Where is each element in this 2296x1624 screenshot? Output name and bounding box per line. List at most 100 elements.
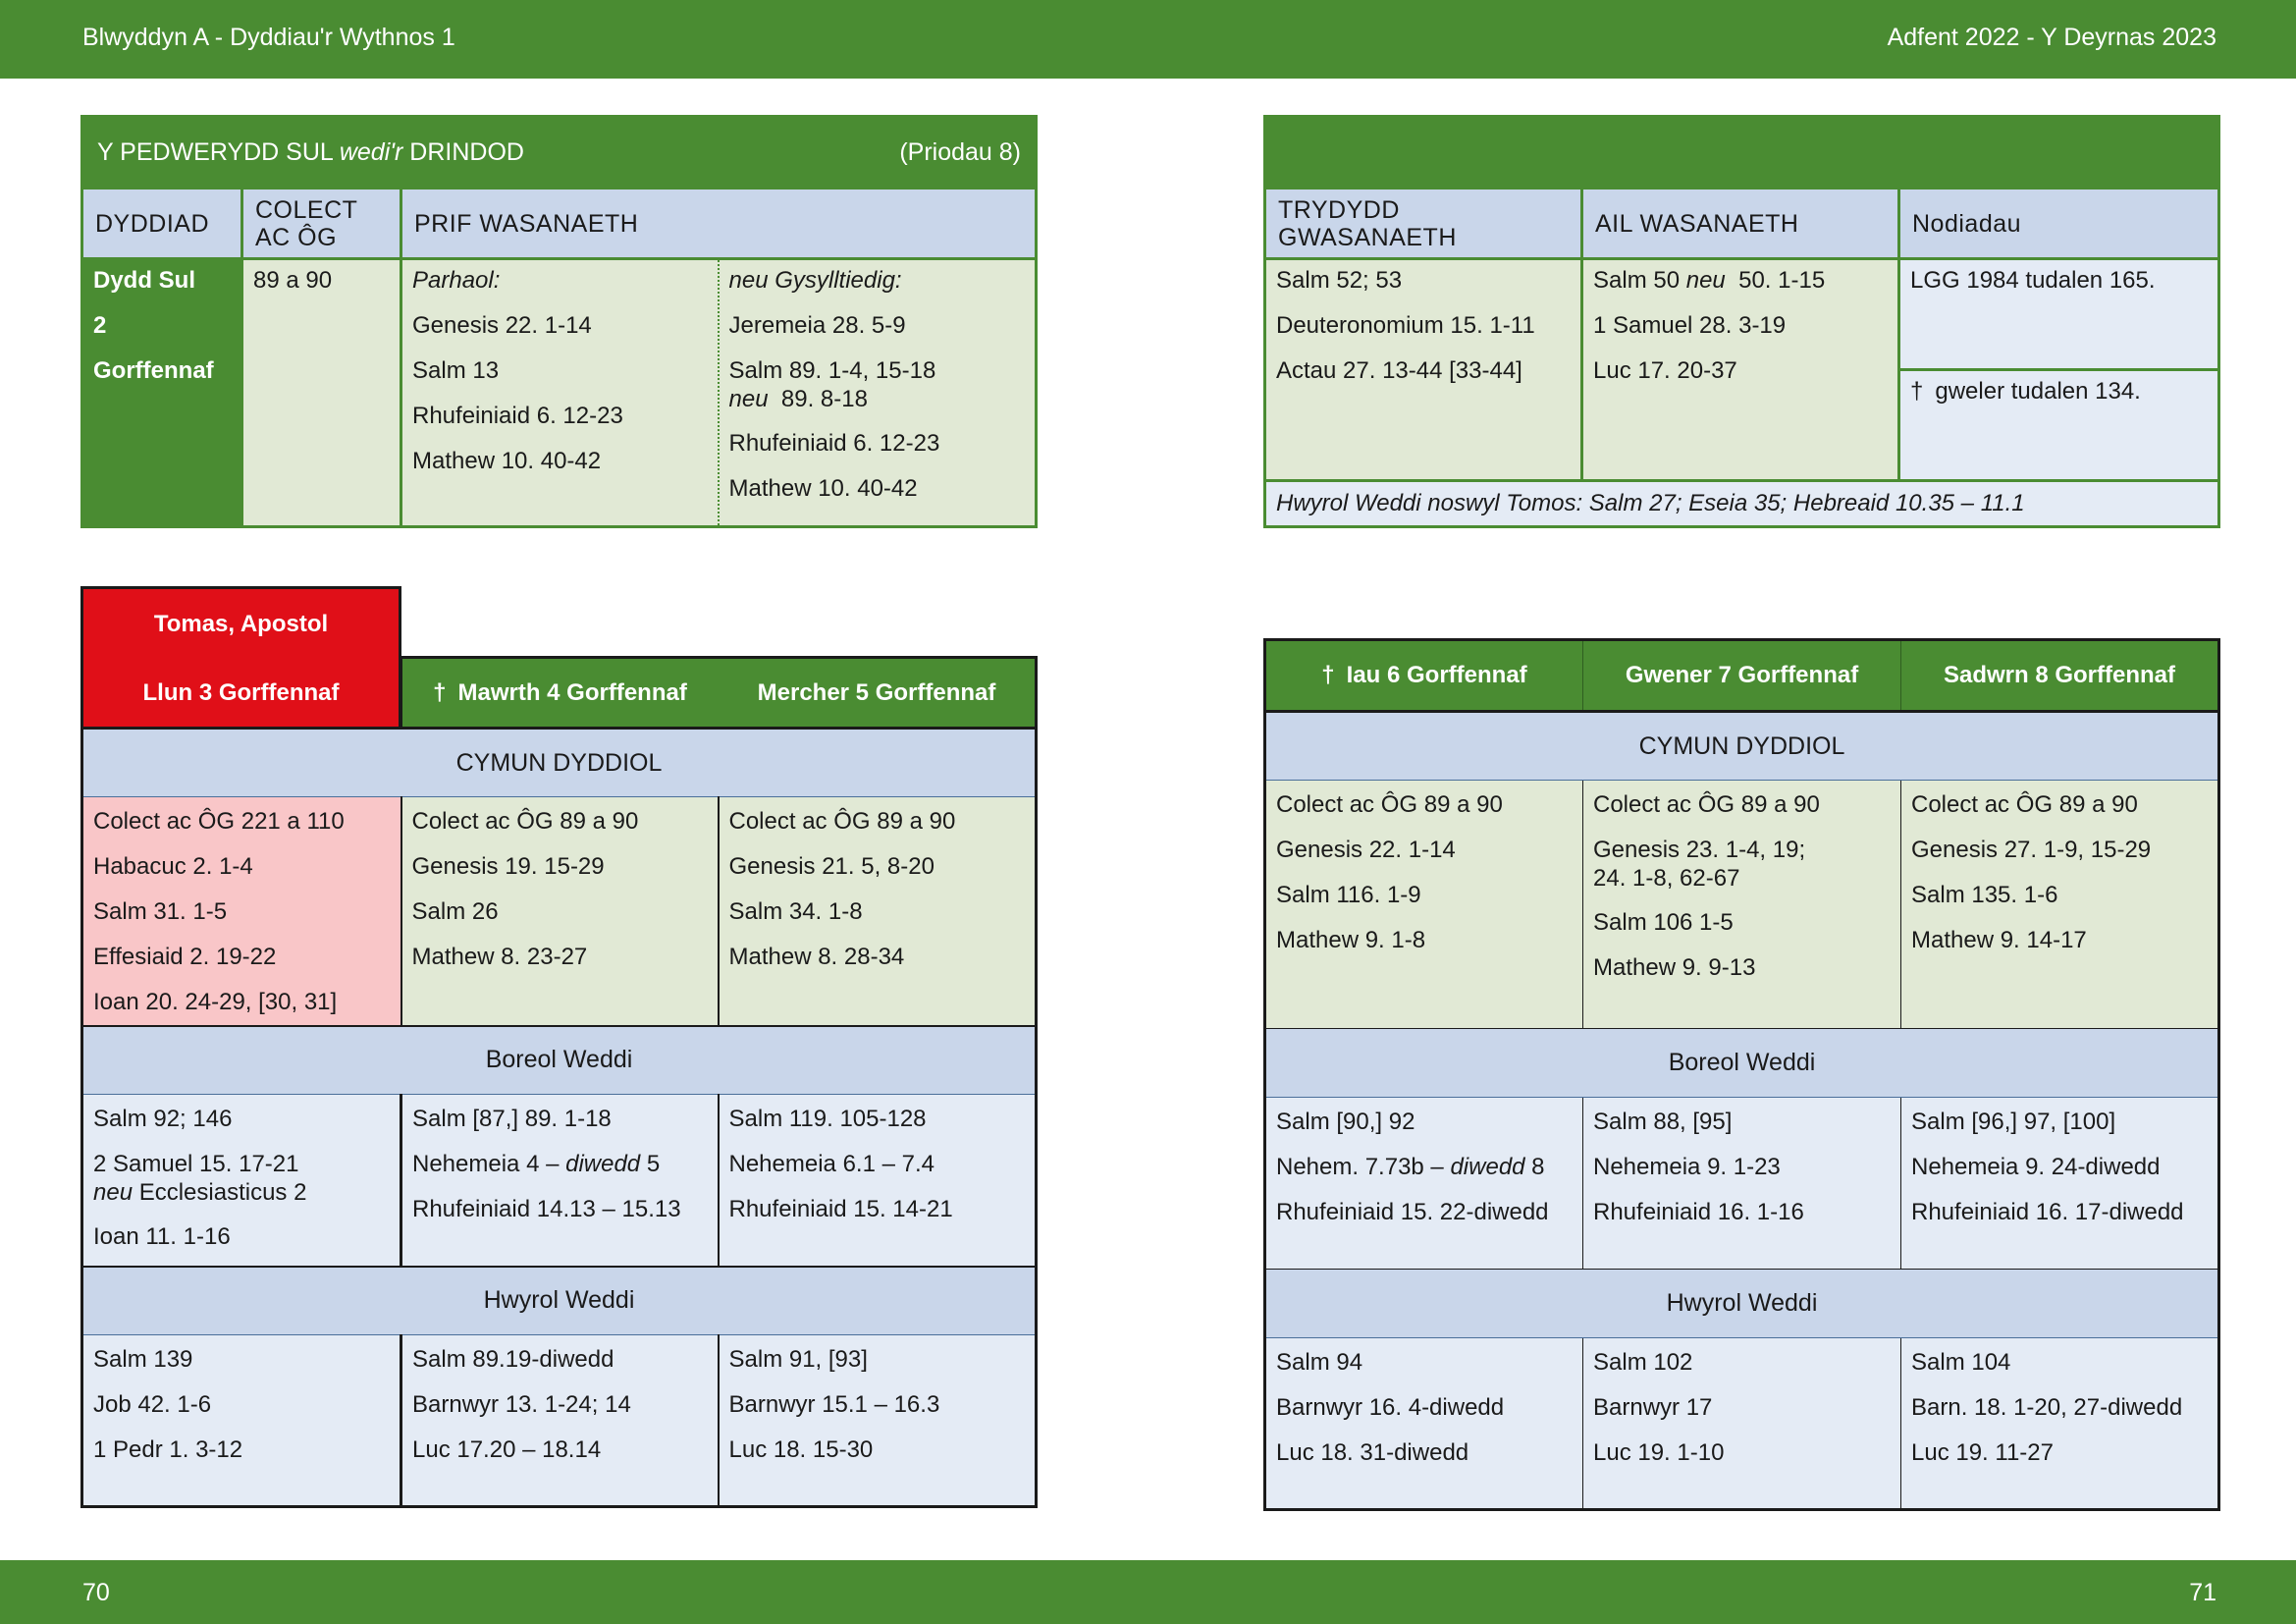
cymun-thu: Colect ac ÔG 89 a 90 Genesis 22. 1-14 Sa… bbox=[1264, 780, 1583, 1029]
second-service-cell: Salm 50 neu 50. 1-15 1 Samuel 28. 3-19 L… bbox=[1581, 257, 1900, 481]
dagger-icon: † bbox=[1321, 662, 1335, 688]
boreol-tue: Salm [87,] 89. 1-18 Nehemeia 4 – diwedd … bbox=[400, 1094, 720, 1267]
date-line: Dydd Sul bbox=[93, 267, 196, 294]
note-text: LGG 1984 tudalen 165. bbox=[1910, 267, 2156, 294]
reading: Salm 135. 1-6 bbox=[1911, 882, 2058, 908]
reading: Salm [96,] 97, [100] bbox=[1911, 1109, 2116, 1135]
section-boreol: Boreol Weddi bbox=[80, 1024, 1038, 1095]
col-notes-header: Nodiadau bbox=[1898, 187, 2219, 259]
reading: Nehemeia 9. 24-diwedd bbox=[1911, 1154, 2161, 1180]
sunday-title: Y PEDWERYDD SUL wedi'r DRINDOD bbox=[97, 137, 524, 166]
col-main-header: PRIF WASANAETH bbox=[400, 187, 1037, 259]
reading: Salm 13 bbox=[412, 357, 500, 384]
reading: Salm 116. 1-9 bbox=[1276, 882, 1421, 908]
boreol-sat: Salm [96,] 97, [100] Nehemeia 9. 24-diwe… bbox=[1900, 1097, 2219, 1270]
green-title-band bbox=[1264, 116, 2219, 189]
boreol-fri: Salm 88, [95] Nehemeia 9. 1-23 Rhufeinia… bbox=[1582, 1097, 1901, 1270]
day-header-mon: Llun 3 Gorffennaf bbox=[142, 679, 340, 706]
third-service-cell: Salm 52; 53 Deuteronomium 15. 1-11 Actau… bbox=[1264, 257, 1583, 481]
reading: Salm 31. 1-5 bbox=[93, 898, 228, 925]
reading: Mathew 10. 40-42 bbox=[728, 475, 918, 502]
page-number-left: 70 bbox=[82, 1579, 110, 1606]
feast-name: Tomas, Apostol bbox=[153, 611, 329, 637]
col-date-header: DYDDIAD bbox=[81, 187, 243, 259]
reading: Mathew 10. 40-42 bbox=[412, 448, 602, 474]
reading: Luc 18. 31-diwedd bbox=[1276, 1439, 1469, 1466]
evening-note: Hwyrol Weddi noswyl Tomos: Salm 27; Esei… bbox=[1264, 479, 2219, 527]
reading: Colect ac ÔG 89 a 90 bbox=[411, 808, 639, 835]
reading: Colect ac ÔG 89 a 90 bbox=[1276, 791, 1503, 818]
section-cymun: CYMUN DYDDIOL bbox=[80, 727, 1038, 797]
boreol-wed: Salm 119. 105-128 Nehemeia 6.1 – 7.4 Rhu… bbox=[718, 1094, 1038, 1267]
reading: Salm 102 bbox=[1593, 1349, 1693, 1376]
neu-word: neu bbox=[93, 1179, 133, 1206]
reading: Colect ac ÔG 221 a 110 bbox=[93, 808, 345, 835]
reading: Barnwyr 15.1 – 16.3 bbox=[728, 1391, 940, 1418]
hwyrol-thu: Salm 94 Barnwyr 16. 4-diwedd Luc 18. 31-… bbox=[1264, 1337, 1583, 1510]
reading: Salm 119. 105-128 bbox=[728, 1106, 927, 1132]
week-right-table: † Iau 6 Gorffennaf Gwener 7 Gorffennaf Sa… bbox=[1263, 638, 2220, 1511]
reading: Rhufeiniaid 16. 1-16 bbox=[1593, 1199, 1804, 1225]
cymun-mon: Colect ac ÔG 221 a 110 Habacuc 2. 1-4 Sa… bbox=[80, 796, 402, 1026]
day-header-tue: † Mawrth 4 Gorffennaf bbox=[400, 656, 719, 730]
week-left-table: † Mawrth 4 Gorffennaf Mercher 5 Gorffenna… bbox=[80, 656, 1038, 1508]
reading: Luc 19. 1-10 bbox=[1593, 1439, 1725, 1466]
reading: Rhufeiniaid 15. 14-21 bbox=[728, 1196, 953, 1222]
day-header-wed: Mercher 5 Gorffennaf bbox=[718, 656, 1038, 730]
cymun-fri: Colect ac ÔG 89 a 90 Genesis 23. 1-4, 19… bbox=[1582, 780, 1901, 1029]
reading: Colect ac ÔG 89 a 90 bbox=[1911, 791, 2138, 818]
reading: Luc 18. 15-30 bbox=[728, 1436, 874, 1463]
reading: Jeremeia 28. 5-9 bbox=[728, 312, 906, 339]
header-left: Blwyddyn A - Dyddiau'r Wythnos 1 bbox=[82, 24, 455, 51]
continuous-label: Parhaol: bbox=[412, 267, 501, 294]
reading: Salm 26 bbox=[411, 898, 499, 925]
reading: Genesis 22. 1-14 bbox=[412, 312, 592, 339]
header-band: Blwyddyn A - Dyddiau'r Wythnos 1 Adfent … bbox=[0, 0, 2296, 79]
date-line: Gorffennaf bbox=[93, 357, 214, 384]
related-label: neu Gysylltiedig: bbox=[728, 267, 902, 294]
reading: Salm [90,] 92 bbox=[1276, 1109, 1415, 1135]
sunday-collect-cell: 89 a 90 bbox=[240, 257, 401, 527]
reading: Mathew 8. 23-27 bbox=[411, 944, 588, 970]
reading: Barnwyr 17 bbox=[1593, 1394, 1713, 1421]
reading: Ioan 11. 1-16 bbox=[93, 1223, 231, 1250]
cymun-wed: Colect ac ÔG 89 a 90 Genesis 21. 5, 8-20… bbox=[718, 796, 1038, 1026]
section-boreol: Boreol Weddi bbox=[1264, 1028, 2219, 1098]
col-second-header: AIL WASANAETH bbox=[1581, 187, 1900, 259]
sunday-table: Y PEDWERYDD SUL wedi'r DRINDOD (Priodau … bbox=[80, 115, 1038, 528]
hwyrol-tue: Salm 89.19-diwedd Barnwyr 13. 1-24; 14 L… bbox=[400, 1334, 720, 1508]
reading: Mathew 9. 9-13 bbox=[1593, 954, 1756, 981]
reading: Luc 19. 11-27 bbox=[1911, 1439, 2054, 1466]
reading: Actau 27. 13-44 [33-44] bbox=[1276, 357, 1522, 384]
reading: Mathew 8. 28-34 bbox=[728, 944, 905, 970]
reading: Salm 139 bbox=[93, 1346, 193, 1373]
reading: Salm 94 bbox=[1276, 1349, 1363, 1376]
sunday-title-cell: Y PEDWERYDD SUL wedi'r DRINDOD (Priodau … bbox=[81, 116, 1037, 189]
reading: Colect ac ÔG 89 a 90 bbox=[1593, 791, 1820, 818]
page-number-right: 71 bbox=[2189, 1579, 2216, 1606]
day-header-sat: Sadwrn 8 Gorffennaf bbox=[1900, 639, 2219, 712]
reading: Salm 104 bbox=[1911, 1349, 2011, 1376]
reading: Colect ac ÔG 89 a 90 bbox=[728, 808, 956, 835]
cymun-sat: Colect ac ÔG 89 a 90 Genesis 27. 1-9, 15… bbox=[1900, 780, 2219, 1029]
header-right: Adfent 2022 - Y Deyrnas 2023 bbox=[1887, 24, 2216, 51]
reading: Nehemeia 9. 1-23 bbox=[1593, 1154, 1781, 1180]
col-third-header: TRYDYDD GWASANAETH bbox=[1264, 187, 1583, 259]
note-cell: † gweler tudalen 134. bbox=[1898, 368, 2219, 481]
reading: Rhufeiniaid 15. 22-diwedd bbox=[1276, 1199, 1549, 1225]
reading: Salm 91, [93] bbox=[728, 1346, 868, 1373]
reading: Habacuc 2. 1-4 bbox=[93, 853, 253, 880]
collect-value: 89 a 90 bbox=[253, 267, 333, 294]
reading: Barnwyr 13. 1-24; 14 bbox=[412, 1391, 631, 1418]
spacer bbox=[82, 658, 401, 729]
reading: 1 Samuel 28. 3-19 bbox=[1593, 312, 1787, 339]
reading: 1 Pedr 1. 3-12 bbox=[93, 1436, 243, 1463]
dagger-icon: † bbox=[433, 678, 447, 706]
reading: Genesis 22. 1-14 bbox=[1276, 837, 1456, 863]
reading: Rhufeiniaid 14.13 – 15.13 bbox=[412, 1196, 681, 1222]
hwyrol-sat: Salm 104 Barn. 18. 1-20, 27-diwedd Luc 1… bbox=[1900, 1337, 2219, 1510]
thomas-header: Tomas, Apostol Llun 3 Gorffennaf bbox=[80, 586, 401, 727]
reading: 89. 8-18 bbox=[780, 386, 868, 412]
reading: Luc 17. 20-37 bbox=[1593, 357, 1737, 384]
reading: Rhufeiniaid 6. 12-23 bbox=[728, 430, 940, 457]
